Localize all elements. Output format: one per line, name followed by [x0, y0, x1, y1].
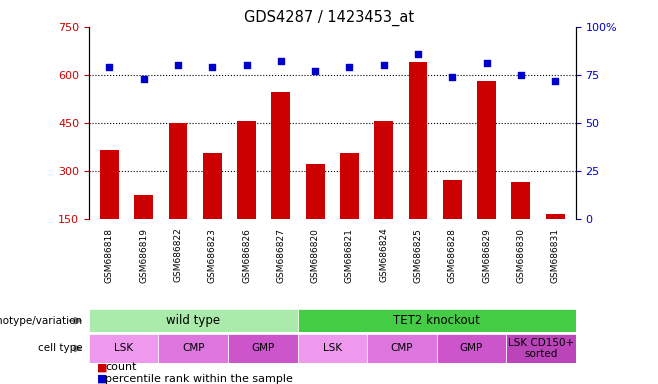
Text: percentile rank within the sample: percentile rank within the sample	[105, 374, 293, 384]
Bar	[306, 164, 324, 219]
Bar	[374, 121, 393, 219]
Bar	[511, 182, 530, 219]
Text: LSK: LSK	[322, 343, 342, 354]
Text: ■: ■	[97, 374, 107, 384]
Text: GMP: GMP	[460, 343, 483, 354]
Text: LSK CD150+
sorted: LSK CD150+ sorted	[508, 338, 574, 359]
Text: GDS4287 / 1423453_at: GDS4287 / 1423453_at	[244, 10, 414, 26]
Point	[550, 78, 561, 84]
Bar	[203, 153, 222, 219]
Point	[378, 62, 389, 68]
Bar	[89, 334, 159, 363]
Text: GSM686829: GSM686829	[482, 228, 491, 283]
Text: GSM686826: GSM686826	[242, 228, 251, 283]
Bar	[437, 334, 506, 363]
Bar	[443, 180, 462, 219]
Text: GSM686818: GSM686818	[105, 228, 114, 283]
Text: cell type: cell type	[38, 343, 82, 354]
Point	[241, 62, 252, 68]
Text: GMP: GMP	[251, 343, 274, 354]
Text: genotype/variation: genotype/variation	[0, 316, 82, 326]
Bar	[168, 123, 188, 219]
Point	[344, 64, 355, 70]
Text: GSM686831: GSM686831	[551, 228, 560, 283]
Point	[207, 64, 218, 70]
Bar	[297, 309, 576, 332]
Bar	[100, 150, 119, 219]
Point	[172, 62, 183, 68]
Point	[310, 68, 320, 74]
Text: CMP: CMP	[182, 343, 205, 354]
Text: ■: ■	[97, 362, 107, 372]
Text: GSM686819: GSM686819	[139, 228, 148, 283]
Bar	[159, 334, 228, 363]
Bar	[409, 62, 428, 219]
Point	[276, 58, 286, 65]
Bar	[228, 334, 297, 363]
Point	[413, 51, 423, 57]
Text: LSK: LSK	[114, 343, 133, 354]
Bar	[340, 153, 359, 219]
Bar	[297, 334, 367, 363]
Text: GSM686825: GSM686825	[413, 228, 422, 283]
Bar	[506, 334, 576, 363]
Bar	[477, 81, 496, 219]
Text: GSM686820: GSM686820	[311, 228, 320, 283]
Bar	[89, 309, 297, 332]
Bar	[237, 121, 256, 219]
Bar	[367, 334, 437, 363]
Text: count: count	[105, 362, 137, 372]
Bar	[271, 93, 290, 219]
Point	[447, 74, 457, 80]
Point	[482, 60, 492, 66]
Point	[104, 64, 114, 70]
Text: wild type: wild type	[166, 314, 220, 327]
Bar	[545, 214, 565, 219]
Text: GSM686830: GSM686830	[517, 228, 525, 283]
Text: GSM686827: GSM686827	[276, 228, 286, 283]
Text: GSM686822: GSM686822	[174, 228, 182, 283]
Text: GSM686828: GSM686828	[448, 228, 457, 283]
Text: GSM686821: GSM686821	[345, 228, 354, 283]
Point	[138, 76, 149, 82]
Text: CMP: CMP	[391, 343, 413, 354]
Text: GSM686823: GSM686823	[208, 228, 216, 283]
Bar	[134, 195, 153, 219]
Point	[516, 72, 526, 78]
Text: TET2 knockout: TET2 knockout	[393, 314, 480, 327]
Text: GSM686824: GSM686824	[379, 228, 388, 283]
